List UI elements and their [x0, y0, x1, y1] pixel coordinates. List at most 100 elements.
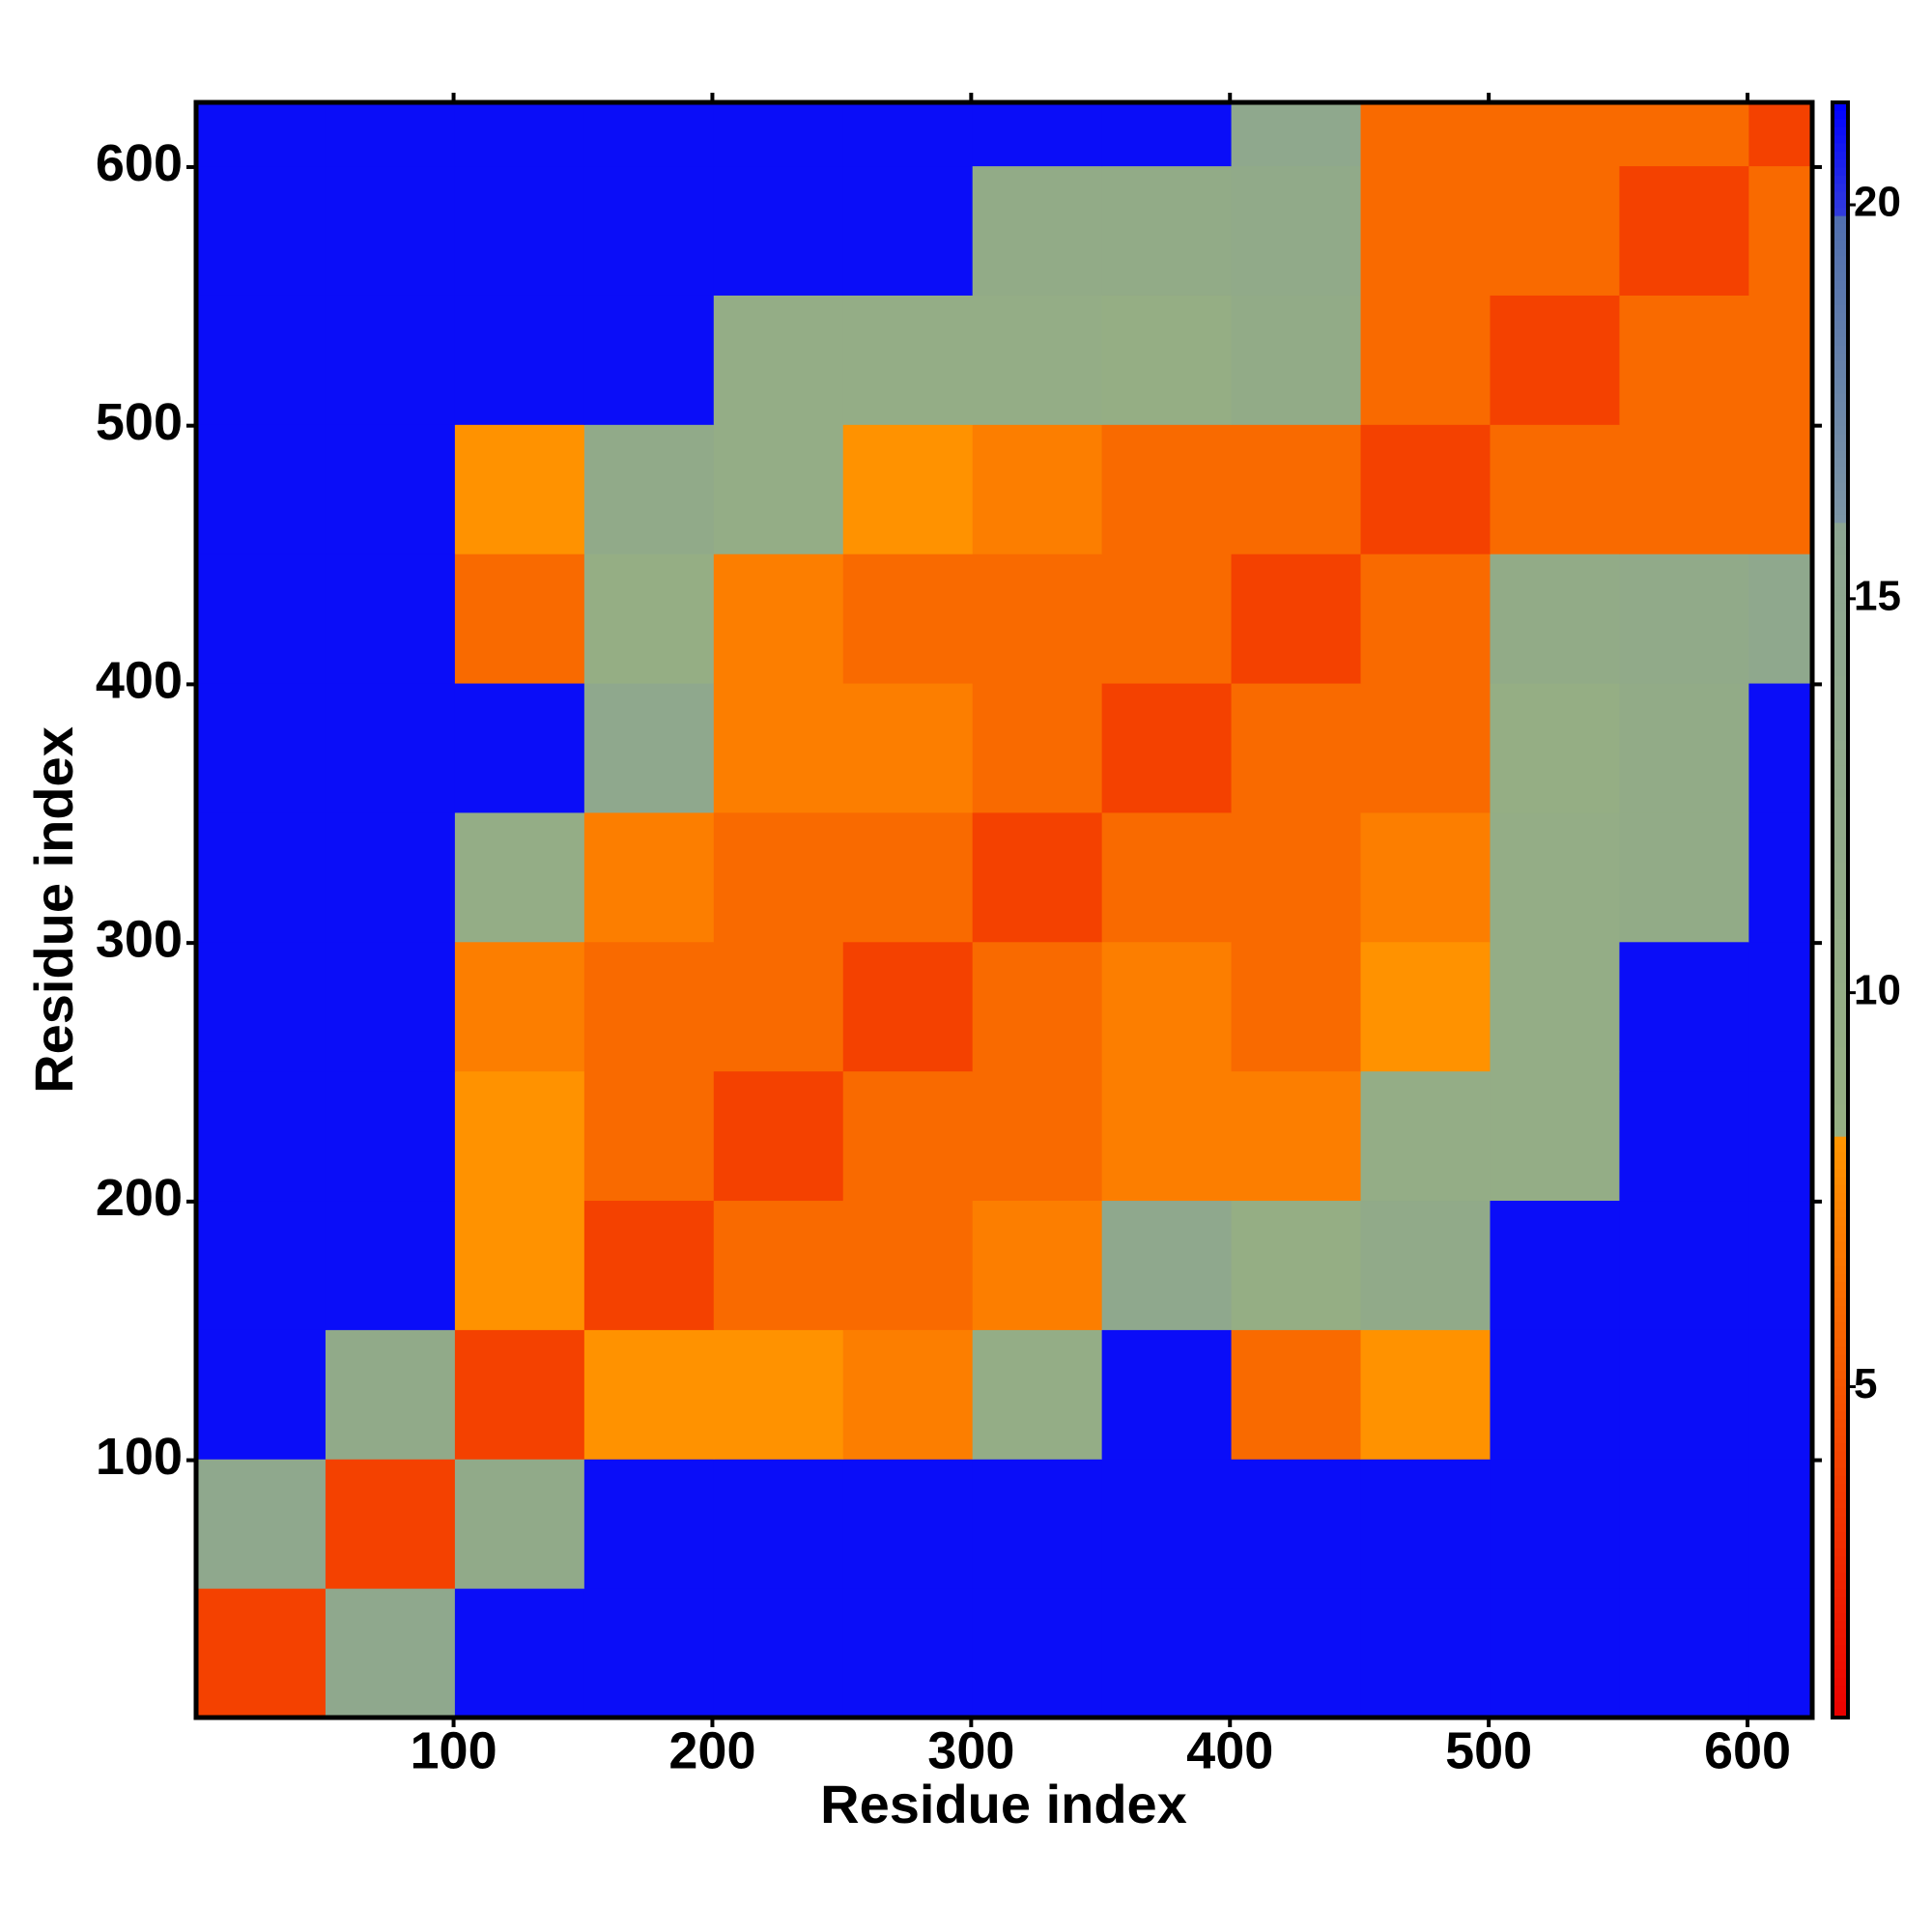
colorbar-step — [1833, 1338, 1848, 1348]
heatmap-cell — [1231, 1329, 1362, 1460]
colorbar-step — [1833, 611, 1848, 620]
heatmap-cell — [1748, 295, 1813, 425]
heatmap-cell — [842, 1070, 974, 1202]
heatmap-cell — [1231, 1588, 1362, 1719]
heatmap-cell — [1748, 683, 1813, 813]
colorbar-step — [1833, 1136, 1848, 1146]
colorbar-step — [1833, 1192, 1848, 1202]
colorbar-step — [1833, 1677, 1848, 1687]
colorbar-step — [1833, 554, 1848, 564]
colorbar-step — [1833, 869, 1848, 879]
x-tick-label: 100 — [411, 1721, 497, 1779]
colorbar-step — [1833, 497, 1848, 507]
colorbar-step — [1833, 1103, 1848, 1113]
colorbar-step — [1833, 918, 1848, 927]
colorbar-step — [1833, 1442, 1848, 1452]
colorbar-step — [1833, 950, 1848, 959]
y-tick-label: 200 — [96, 1169, 183, 1227]
colorbar-step — [1833, 1516, 1848, 1524]
heatmap-cell — [325, 1459, 456, 1589]
colorbar-step — [1833, 1668, 1848, 1678]
colorbar-step — [1833, 1257, 1848, 1266]
colorbar-step — [1833, 247, 1848, 257]
colorbar-step — [1833, 788, 1848, 798]
colorbar-step — [1833, 1208, 1848, 1218]
colorbar-step — [1833, 490, 1848, 499]
colorbar-step — [1833, 732, 1848, 742]
colorbar-step — [1833, 1523, 1848, 1533]
heatmap-cell — [1231, 811, 1362, 943]
heatmap-cell — [196, 1070, 327, 1202]
colorbar-step — [1833, 1184, 1848, 1194]
heatmap-cell — [583, 295, 715, 425]
colorbar-step — [1833, 466, 1848, 475]
colorbar-step — [1833, 772, 1848, 781]
heatmap-cell — [972, 1070, 1103, 1202]
colorbar-step — [1833, 683, 1848, 693]
colorbar-step — [1833, 1127, 1848, 1137]
colorbar-step — [1833, 1176, 1848, 1185]
heatmap-cell — [1490, 683, 1620, 813]
colorbar-step — [1833, 1023, 1848, 1032]
colorbar-step — [1833, 1491, 1848, 1500]
heatmap-cell — [842, 1588, 974, 1719]
colorbar-step — [1833, 845, 1848, 855]
heatmap-cell — [1748, 1588, 1813, 1719]
heatmap-cell — [1101, 1200, 1233, 1330]
colorbar-tick-label: 20 — [1854, 179, 1901, 226]
heatmap-cell — [842, 811, 974, 943]
heatmap-cell — [454, 941, 585, 1072]
heatmap-cell — [325, 1588, 456, 1719]
colorbar-step — [1833, 668, 1848, 677]
heatmap-cell — [1490, 1329, 1620, 1460]
heatmap-cell — [454, 1588, 585, 1719]
heatmap-cell — [1360, 1200, 1491, 1330]
heatmap-cell — [1360, 295, 1491, 425]
heatmap-cell — [1490, 1588, 1620, 1719]
heatmap-cell — [1360, 554, 1491, 684]
heatmap-cell — [1490, 165, 1620, 296]
colorbar-step — [1833, 1362, 1848, 1372]
colorbar-step — [1833, 546, 1848, 555]
y-tick-label: 300 — [96, 910, 183, 968]
colorbar-step — [1833, 441, 1848, 451]
heatmap-cell — [1748, 424, 1813, 554]
heatmap-cell — [1231, 1070, 1362, 1202]
colorbar-step — [1833, 1596, 1848, 1605]
colorbar-step — [1833, 175, 1848, 185]
heatmap-cells — [196, 102, 1813, 1719]
heatmap-cell — [1101, 1070, 1233, 1202]
colorbar-step — [1833, 1047, 1848, 1057]
colorbar-step — [1833, 384, 1848, 394]
heatmap-cell — [1490, 941, 1620, 1072]
colorbar-step — [1833, 1240, 1848, 1250]
colorbar-step — [1833, 1394, 1848, 1404]
colorbar-step — [1833, 433, 1848, 442]
heatmap-cell — [1619, 1200, 1749, 1330]
colorbar-step — [1833, 183, 1848, 192]
heatmap-cell — [1360, 1459, 1491, 1589]
heatmap-cell — [1231, 1200, 1362, 1330]
colorbar-step — [1833, 514, 1848, 524]
colorbar-step — [1833, 740, 1848, 750]
y-tick-label: 500 — [96, 393, 183, 451]
heatmap-cell — [1231, 295, 1362, 425]
heatmap-cell — [842, 424, 974, 554]
heatmap-cell — [1490, 295, 1620, 425]
heatmap-cell — [842, 1459, 974, 1589]
heatmap-cell — [325, 424, 456, 554]
heatmap-cell — [196, 165, 327, 296]
colorbar-step — [1833, 1701, 1848, 1711]
heatmap-cell — [1748, 811, 1813, 943]
colorbar-step — [1833, 942, 1848, 952]
colorbar-step — [1833, 562, 1848, 572]
heatmap-cell — [1748, 102, 1813, 167]
heatmap-cell — [1360, 102, 1491, 167]
colorbar-step — [1833, 231, 1848, 241]
heatmap-cell — [1619, 941, 1749, 1072]
colorbar-step — [1833, 966, 1848, 976]
colorbar-step — [1833, 320, 1848, 329]
colorbar-step — [1833, 805, 1848, 814]
heatmap-cell — [454, 165, 585, 296]
colorbar-step — [1833, 901, 1848, 911]
